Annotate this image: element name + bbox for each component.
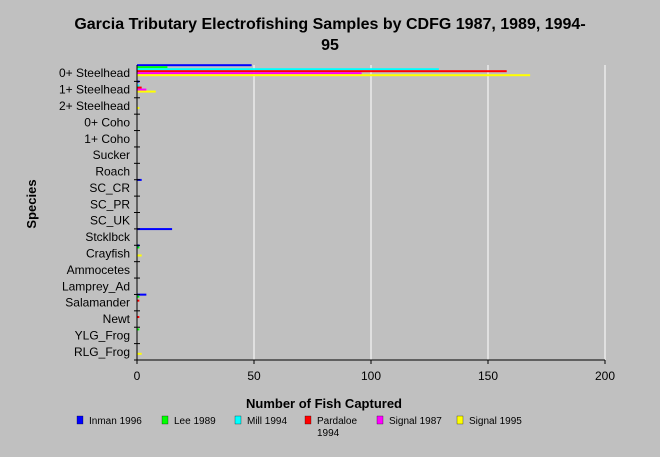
bar: [137, 64, 252, 67]
bar: [137, 86, 142, 89]
x-tick-label: 50: [247, 369, 261, 383]
category-label: SC_UK: [90, 214, 130, 228]
bar: [137, 68, 439, 71]
category-labels: 0+ Steelhead 1+ Steelhead 2+ Steelhead 0+ C…: [59, 66, 131, 359]
category-label: SC_PR: [90, 197, 130, 211]
category-label: Sucker: [93, 148, 130, 162]
x-tick-label: 200: [595, 369, 615, 383]
category-label: Stcklbck: [85, 230, 131, 244]
legend-item: Inman 1996: [76, 415, 142, 427]
legend-label: Pardaloe: [317, 416, 357, 427]
category-label: YLG_Frog: [75, 328, 130, 342]
legend-swatch: [304, 415, 312, 425]
category-label: 1+ Coho: [84, 132, 130, 146]
axes: [134, 65, 606, 364]
bar: [137, 106, 140, 109]
bar: [137, 228, 173, 231]
category-label: Lamprey_Ad: [62, 279, 130, 293]
bar: [137, 90, 156, 93]
category-label: Crayfish: [86, 246, 130, 260]
bar: [137, 352, 142, 355]
category-label: RLG_Frog: [74, 345, 130, 359]
bar: [137, 88, 147, 91]
bar: [137, 299, 140, 302]
legend-label: Mill 1994: [247, 416, 287, 427]
x-tick-label: 100: [361, 369, 381, 383]
legend-swatch: [376, 415, 384, 425]
bar: [137, 66, 168, 69]
chart-title: Garcia Tributary Electrofishing Samples …: [74, 16, 586, 54]
bar: [137, 328, 140, 331]
x-tick-labels: 0 50 100 150 200: [134, 369, 616, 383]
category-label: 0+ Coho: [84, 115, 130, 129]
bar: [137, 84, 140, 87]
legend-swatch: [234, 415, 242, 425]
category-label: 0+ Steelhead: [59, 66, 130, 80]
legend-label: Inman 1996: [89, 416, 142, 427]
bar: [137, 316, 140, 319]
legend-item: Signal 1995: [456, 415, 522, 427]
category-label: Newt: [103, 312, 131, 326]
category-label: Roach: [95, 165, 130, 179]
legend-swatch: [161, 415, 169, 425]
category-label: Salamander: [65, 296, 130, 310]
category-label: 2+ Steelhead: [59, 99, 130, 113]
legend-item: Signal 1987: [376, 415, 442, 427]
legend-label: Lee 1989: [174, 416, 216, 427]
x-tick-label: 150: [478, 369, 498, 383]
bar: [137, 70, 507, 73]
legend-label: Signal 1987: [389, 416, 442, 427]
bar: [137, 254, 142, 257]
category-label: Ammocetes: [67, 263, 130, 277]
legend-item: Lee 1989: [161, 415, 216, 427]
category-label: 1+ Steelhead: [59, 83, 130, 97]
bar: [137, 72, 362, 75]
legend-label: 1994: [317, 428, 340, 439]
y-axis-title: Species: [24, 179, 39, 228]
legend-swatch: [76, 415, 84, 425]
x-tick-label: 0: [134, 369, 141, 383]
legend-item: Mill 1994: [234, 415, 287, 427]
bar: [137, 293, 147, 296]
legend-swatch: [456, 415, 464, 425]
x-axis-title: Number of Fish Captured: [246, 396, 402, 411]
bar: [137, 246, 140, 249]
gridlines: [253, 65, 606, 360]
legend-label: Signal 1995: [469, 416, 522, 427]
bar: [137, 295, 140, 298]
category-label: SC_CR: [89, 181, 130, 195]
bar: [137, 74, 531, 77]
